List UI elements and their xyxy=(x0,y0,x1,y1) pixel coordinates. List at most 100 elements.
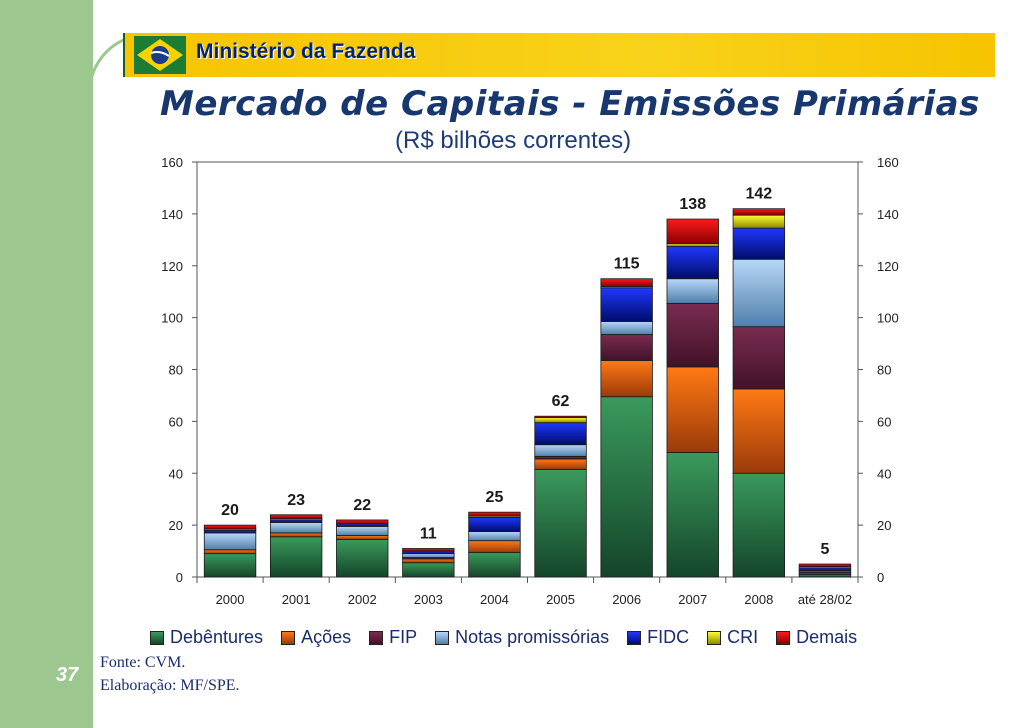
bar-total-label: 25 xyxy=(486,489,504,506)
y-tick-label-right: 160 xyxy=(877,155,899,170)
bar-segment-debêntures xyxy=(666,452,719,578)
legend-swatch xyxy=(776,630,791,645)
bar-total-label: 11 xyxy=(420,525,437,542)
side-accent-bar xyxy=(0,0,93,728)
bar-segment-ações xyxy=(600,360,653,398)
bar-segment-notas-promissórias xyxy=(600,321,653,335)
bar-segment-demais xyxy=(666,218,719,245)
bar-segment-notas-promissórias xyxy=(732,258,786,328)
y-tick-label-left: 160 xyxy=(161,155,183,170)
bar-segment-notas-promissórias xyxy=(402,553,455,558)
legend-swatch xyxy=(435,630,450,645)
bar-segment-demais xyxy=(402,548,455,552)
bar-segment-debêntures xyxy=(336,538,389,578)
legend-label: CRI xyxy=(727,627,759,647)
legend-label: Notas promissórias xyxy=(455,627,610,647)
legend-swatch xyxy=(627,630,642,645)
source-note: Fonte: CVM. Elaboração: MF/SPE. xyxy=(100,651,240,697)
chart-legend: Debêntures Ações FIP Notas promissórias FIDC… xyxy=(150,627,857,648)
bar-segment-debêntures xyxy=(269,536,323,578)
legend-label: FIP xyxy=(389,627,418,647)
y-tick-label-right: 120 xyxy=(877,259,899,274)
bar-segment-debêntures xyxy=(203,553,257,578)
legend-item: Notas promissórias xyxy=(435,627,609,648)
y-tick-label-left: 140 xyxy=(161,207,183,222)
bar-segment-fidc xyxy=(468,516,521,533)
bar-segment-demais xyxy=(203,524,257,530)
bar-segment-notas-promissórias xyxy=(336,526,389,536)
legend-label: Demais xyxy=(796,627,858,647)
x-tick-label: 2004 xyxy=(480,592,509,607)
bar-segment-ações xyxy=(732,388,786,474)
bar-total-label: 22 xyxy=(353,497,371,514)
legend-swatch xyxy=(281,630,296,645)
bar-segment-notas-promissórias xyxy=(666,278,719,304)
legend-item: Demais xyxy=(776,627,857,648)
bar-segment-debêntures xyxy=(534,468,587,578)
y-tick-label-left: 80 xyxy=(169,363,183,378)
legend-item: CRI xyxy=(707,627,758,648)
legend-swatch xyxy=(369,630,384,645)
bar-total-label: 62 xyxy=(552,393,570,410)
y-tick-label-left: 40 xyxy=(169,466,183,481)
x-tick-label: 2003 xyxy=(414,592,443,607)
bar-segment-demais xyxy=(600,278,653,287)
side-accent-gap xyxy=(93,0,101,728)
x-tick-label: 2001 xyxy=(282,592,311,607)
bar-segment-demais xyxy=(269,514,323,520)
bar-total-label: 5 xyxy=(820,541,829,558)
bar-segment-demais xyxy=(798,563,852,568)
bar-segment-fip xyxy=(600,334,653,361)
bar-segment-debêntures xyxy=(600,396,653,578)
bar-segment-notas-promissórias xyxy=(269,522,323,534)
legend-label: Ações xyxy=(301,627,352,647)
legend-swatch xyxy=(707,630,722,645)
bar-segment-debêntures xyxy=(402,562,455,578)
bar-segment-notas-promissórias xyxy=(534,444,587,457)
y-tick-label-right: 140 xyxy=(877,207,899,222)
legend-label: Debêntures xyxy=(170,627,264,647)
y-tick-label-left: 20 xyxy=(169,518,183,533)
bar-segment-fidc xyxy=(534,422,587,446)
bar-total-label: 138 xyxy=(679,196,706,213)
bar-segment-cri xyxy=(732,214,786,229)
y-tick-label-left: 120 xyxy=(161,259,183,274)
brazil-flag-icon xyxy=(134,36,186,74)
bar-segment-notas-promissórias xyxy=(203,532,257,551)
legend-item: Debêntures xyxy=(150,627,263,648)
legend-item: Ações xyxy=(281,627,351,648)
x-tick-label: 2006 xyxy=(612,592,641,607)
bar-segment-fip xyxy=(732,326,786,390)
y-tick-label-right: 100 xyxy=(877,311,899,326)
bar-segment-fip xyxy=(666,302,719,368)
chart-labels: 2000 20 2001 23 2002 22 2003 11 2004 25 2005 62 2006… xyxy=(216,186,852,607)
bar-segment-fidc xyxy=(600,287,653,322)
bar-segment-demais xyxy=(534,415,587,418)
legend-item: FIDC xyxy=(627,627,689,648)
bar-segment-demais xyxy=(336,519,389,525)
bar-total-label: 23 xyxy=(287,492,305,509)
bar-total-label: 115 xyxy=(614,256,640,273)
y-tick-label-right: 0 xyxy=(877,570,884,585)
y-tick-label-left: 60 xyxy=(169,414,183,429)
elaboration-text: Elaboração: MF/SPE. xyxy=(100,677,240,694)
legend-item: FIP xyxy=(369,627,417,648)
y-tick-label-right: 80 xyxy=(877,363,891,378)
bar-total-label: 20 xyxy=(221,502,239,519)
x-tick-label: até 28/02 xyxy=(798,592,852,607)
legend-swatch xyxy=(150,630,164,645)
chart-axes: 0 0 20 20 40 40 60 60 80 80 100 100 120 120 140 140 160 1… xyxy=(161,155,898,585)
bar-segment-cri xyxy=(534,417,587,424)
header-band xyxy=(125,33,995,77)
y-tick-label-right: 40 xyxy=(877,466,891,481)
source-text: Fonte: CVM. xyxy=(100,654,186,671)
chart-subtitle: (R$ bilhões correntes) xyxy=(395,127,632,154)
bar-segment-demais xyxy=(468,511,521,517)
y-tick-label-right: 60 xyxy=(877,414,891,429)
page-title: Mercado de Capitais - Emissões Primárias xyxy=(160,84,980,124)
bar-segment-ações xyxy=(269,532,323,538)
y-tick-label-left: 100 xyxy=(161,311,183,326)
ministry-name: Ministério da Fazenda xyxy=(196,40,416,63)
bar-segment-ações xyxy=(203,549,257,555)
